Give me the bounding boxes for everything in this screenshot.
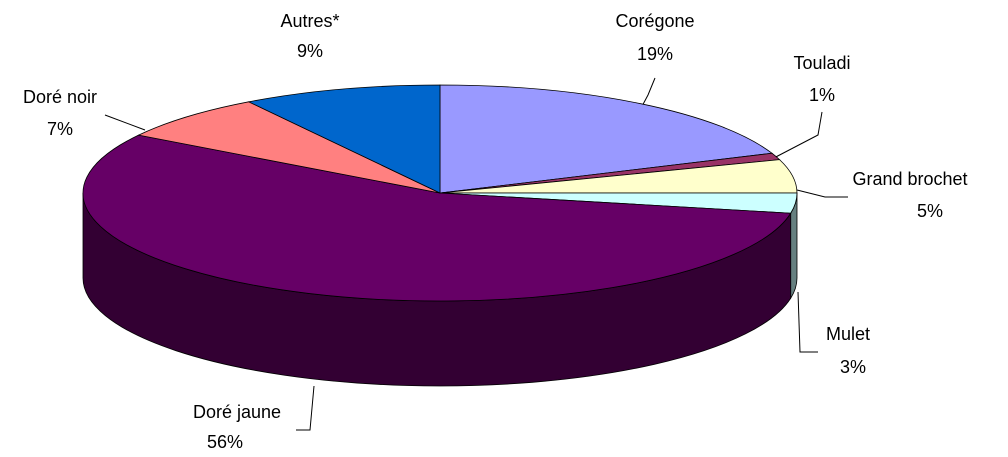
- slice-label: Doré noir: [23, 87, 97, 107]
- slice-label: Mulet: [826, 324, 870, 344]
- value-label: 19%: [637, 44, 673, 64]
- value-label: 56%: [207, 432, 243, 452]
- slice: [82, 134, 792, 302]
- slice: [247, 84, 441, 194]
- slice: [137, 101, 441, 194]
- slice-label: Touladi: [793, 53, 850, 73]
- slice-label: Doré jaune: [193, 402, 281, 422]
- leader-line: [296, 385, 315, 431]
- leader-line: [796, 189, 848, 198]
- pie-tops: [82, 84, 798, 302]
- leader-line: [769, 111, 823, 161]
- leader-line: [104, 114, 146, 131]
- slice-label: Autres*: [280, 11, 339, 31]
- leader-line: [797, 291, 818, 353]
- value-label: 9%: [297, 41, 323, 61]
- value-label: 5%: [917, 201, 943, 221]
- value-label: 3%: [840, 357, 866, 377]
- value-label: 7%: [47, 119, 73, 139]
- slice: [439, 84, 773, 194]
- slice-label: Corégone: [615, 11, 694, 31]
- value-label: 1%: [809, 85, 835, 105]
- slice-label: Grand brochet: [852, 169, 967, 189]
